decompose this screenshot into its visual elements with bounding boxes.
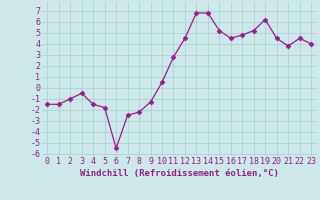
X-axis label: Windchill (Refroidissement éolien,°C): Windchill (Refroidissement éolien,°C) <box>80 169 279 178</box>
